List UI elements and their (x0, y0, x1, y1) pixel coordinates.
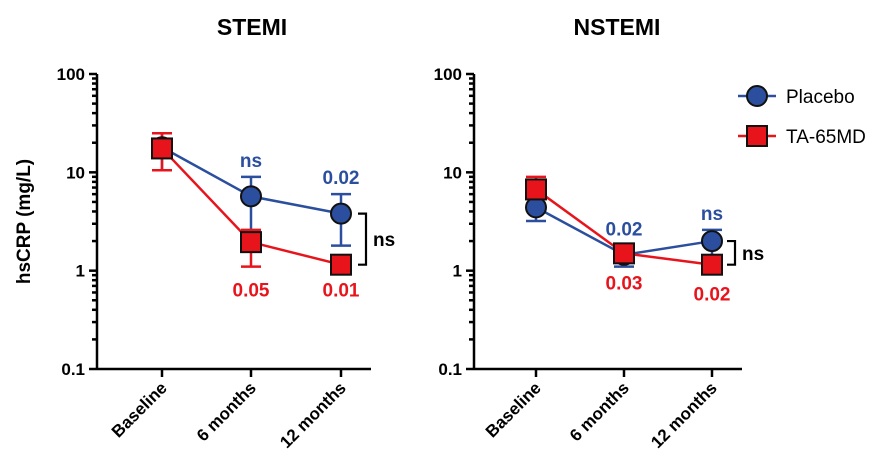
chart-title: NSTEMI (574, 14, 661, 40)
bracket-label: ns (742, 244, 764, 265)
legend-marker (746, 125, 768, 147)
legend-label: TA-65MD (786, 127, 866, 148)
y-tick-label: 10 (443, 163, 462, 182)
annotation-ta65: 0.05 (233, 281, 270, 302)
y-tick-label: 100 (57, 65, 85, 84)
annotation-placebo: ns (701, 204, 723, 225)
significance-bracket (727, 239, 737, 266)
data-point-ta-65md (151, 137, 173, 160)
annotation-ta65: 0.01 (323, 281, 360, 302)
x-tick-label: 6 months (566, 378, 633, 445)
data-point-placebo (330, 202, 352, 225)
y-tick-label: 0.1 (438, 360, 462, 379)
y-tick-label: 100 (434, 65, 462, 84)
chart-panel-0: STEMI 0.1 1 10 100 Baseline 6 months 12 months h… (14, 14, 395, 452)
annotation-ta65: 0.02 (694, 285, 731, 306)
y-axis-label: hsCRP (mg/L) (14, 159, 35, 284)
legend-item-ta-65md: TA-65MD (738, 125, 866, 148)
data-point-ta-65md (613, 242, 635, 265)
annotation-placebo: ns (240, 151, 262, 172)
annotation-placebo: 0.02 (323, 168, 360, 189)
x-tick-label: 12 months (276, 378, 350, 452)
y-tick-label: 10 (66, 163, 85, 182)
chart-title: STEMI (217, 14, 287, 40)
x-tick-label: 6 months (193, 378, 260, 445)
significance-bracket (358, 212, 368, 266)
annotation-ta65: 0.03 (606, 273, 643, 294)
data-point-ta-65md (701, 253, 723, 276)
y-tick-label: 0.1 (61, 360, 85, 379)
data-point-placebo (240, 185, 262, 208)
y-tick-label: 1 (453, 262, 462, 281)
y-tick-label: 1 (76, 262, 85, 281)
annotation-placebo: 0.02 (606, 220, 643, 241)
x-tick-label: 12 months (647, 378, 721, 452)
legend: Placebo TA-65MD (738, 85, 866, 148)
data-point-placebo (701, 230, 723, 253)
data-point-ta-65md (240, 231, 262, 254)
chart-panel-1: NSTEMI 0.1 1 10 100 Baseline 6 months 12 months… (434, 14, 765, 452)
data-point-ta-65md (330, 253, 352, 276)
legend-label: Placebo (786, 87, 855, 108)
legend-marker (746, 85, 768, 107)
x-tick-label: Baseline (108, 378, 171, 441)
data-point-ta-65md (525, 178, 547, 201)
x-tick-label: Baseline (482, 378, 545, 441)
legend-item-placebo: Placebo (738, 85, 855, 108)
bracket-label: ns (373, 230, 395, 251)
